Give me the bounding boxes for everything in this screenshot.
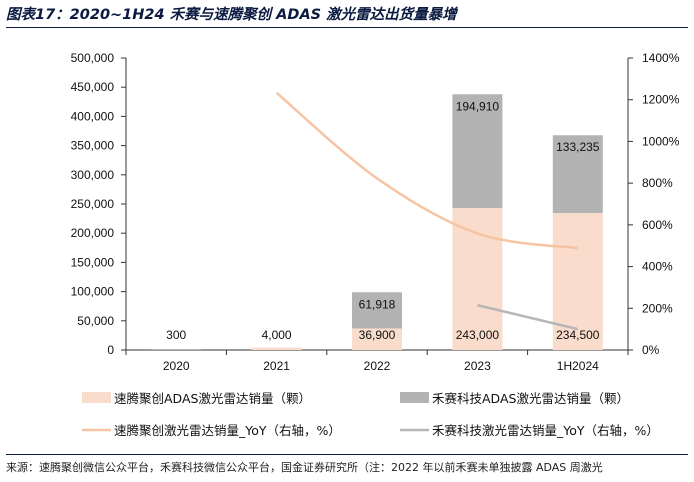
title-rule <box>6 27 688 28</box>
legend-hesai-yoy-label: 禾赛科技激光雷达销量_YoY（右轴，%） <box>432 423 659 438</box>
left-tick-label: 400,000 <box>71 109 115 123</box>
line-hesai-yoy <box>477 303 579 331</box>
bar-robosense <box>352 328 402 350</box>
data-label-robosense: 234,500 <box>556 328 600 342</box>
data-label-robosense: 36,900 <box>359 328 396 342</box>
left-tick-label: 450,000 <box>71 80 115 94</box>
legend-robosense-bar-swatch <box>82 392 111 403</box>
bar-hesai <box>452 94 503 209</box>
x-tick-label: 2020 <box>163 359 190 373</box>
legend-hesai-bar-swatch <box>400 392 429 403</box>
source-rule <box>6 454 688 455</box>
bar-robosense <box>452 208 503 350</box>
legend-hesai-bar-label: 禾赛科技ADAS激光雷达销量（颗） <box>432 391 629 406</box>
figure-title: 图表17：2020~1H24 禾赛与速腾聚创 ADAS 激光雷达出货量暴增 <box>6 7 457 23</box>
left-tick-label: 150,000 <box>71 255 115 269</box>
data-label-hesai: 61,918 <box>359 297 396 311</box>
data-label-robosense: 300 <box>166 328 186 342</box>
x-tick-label: 2022 <box>364 359 391 373</box>
data-label-robosense: 243,000 <box>456 328 500 342</box>
left-tick-label: 100,000 <box>71 285 115 299</box>
left-tick-label: 50,000 <box>77 314 114 328</box>
left-tick-label: 300,000 <box>71 168 115 182</box>
right-tick-label: 800% <box>642 176 673 190</box>
source-note: 来源：速腾聚创微信公众平台，禾赛科技微信公众平台，国金证券研究所（注：2022 … <box>6 461 603 474</box>
right-tick-label: 1200% <box>642 93 680 107</box>
bar-hesai <box>552 135 603 214</box>
left-tick-label: 350,000 <box>71 139 115 153</box>
x-tick-label: 2021 <box>263 359 290 373</box>
x-tick-label: 1H2024 <box>557 359 599 373</box>
data-label-hesai: 133,235 <box>556 140 600 154</box>
data-label-robosense: 4,000 <box>262 328 292 342</box>
x-tick-label: 2023 <box>464 359 491 373</box>
line-robosense-yoy <box>275 91 578 250</box>
legend-robosense-bar-label: 速腾聚创ADAS激光雷达销量（颗） <box>114 391 311 406</box>
right-tick-label: 400% <box>642 260 673 274</box>
left-tick-label: 250,000 <box>71 197 115 211</box>
left-tick-label: 0 <box>107 343 114 357</box>
right-tick-label: 200% <box>642 301 673 315</box>
legend-robosense-yoy-label: 速腾聚创激光雷达销量_YoY（右轴，%） <box>114 423 341 438</box>
bar-hesai <box>352 292 402 329</box>
right-tick-label: 1000% <box>642 134 680 148</box>
left-tick-label: 500,000 <box>71 51 115 65</box>
right-tick-label: 0% <box>642 343 660 357</box>
chart: 0 50,000 100,000 150,000 200,000 250,000 300,0… <box>71 51 680 438</box>
bar-robosense <box>552 213 603 350</box>
bar-robosense <box>251 347 302 350</box>
data-label-hesai: 194,910 <box>456 99 500 113</box>
right-tick-label: 1400% <box>642 51 680 65</box>
right-tick-label: 600% <box>642 218 673 232</box>
left-tick-label: 200,000 <box>71 226 115 240</box>
